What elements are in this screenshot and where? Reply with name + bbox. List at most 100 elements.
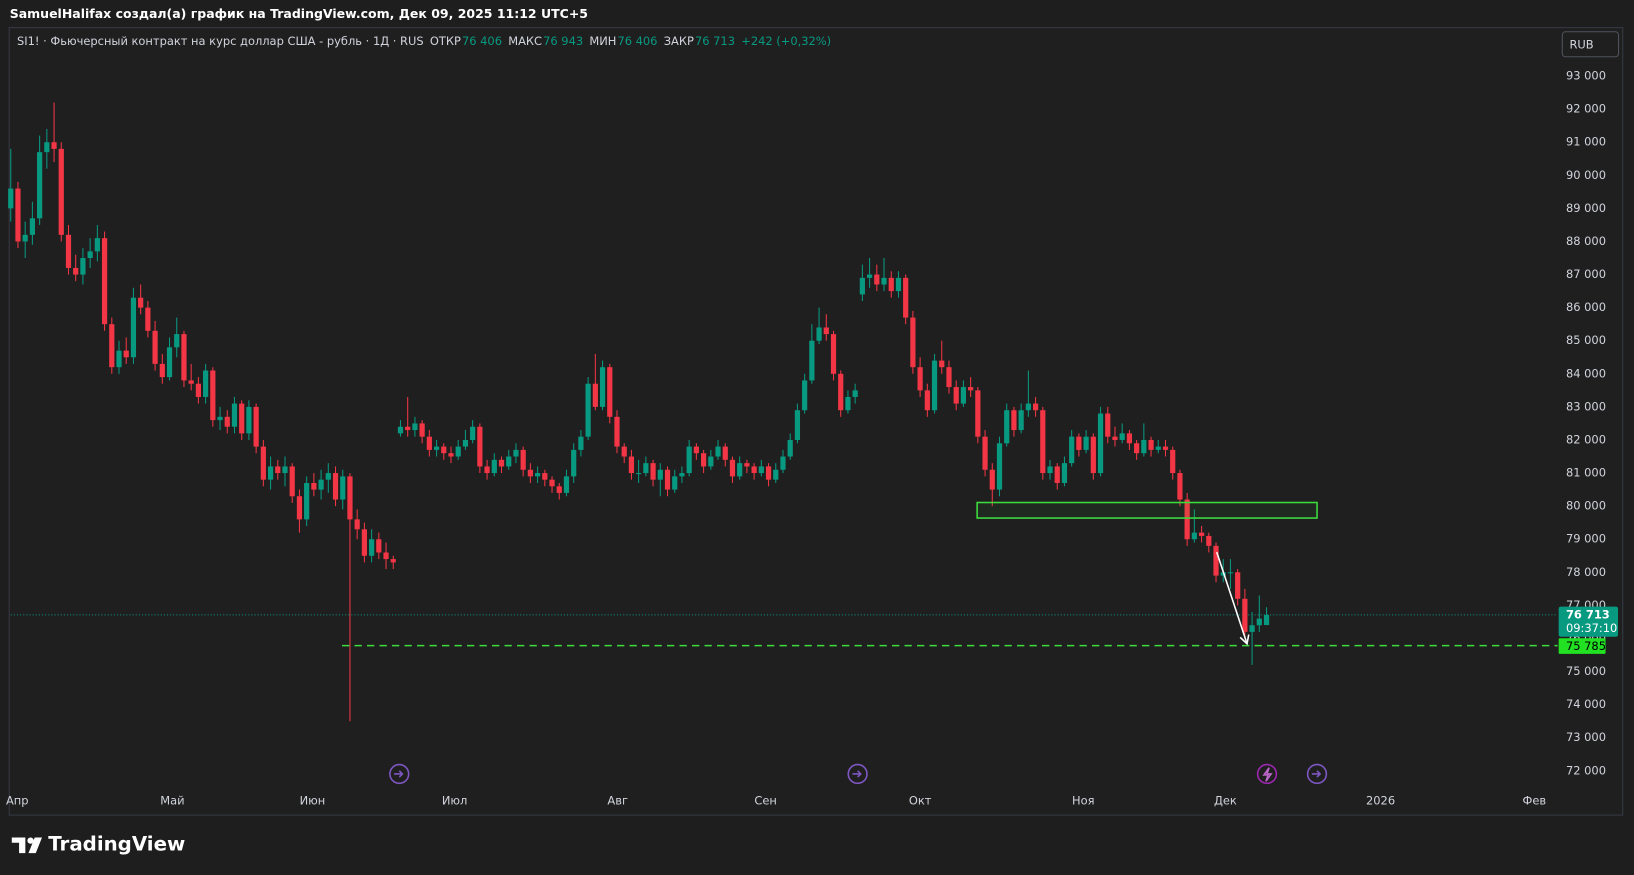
y-tick-label: 78 000 (1566, 565, 1606, 579)
y-tick-label: 87 000 (1566, 267, 1606, 281)
candle-body (816, 327, 822, 341)
candle-body (1227, 572, 1234, 574)
candle-body (989, 469, 995, 490)
legend-text: SI1! · Фьючерсный контракт на курс долла… (17, 34, 424, 48)
candle-body (881, 277, 887, 285)
candle-body (275, 466, 281, 474)
candle-body (470, 426, 476, 440)
candle-body (1206, 535, 1212, 546)
candle-body (44, 142, 50, 153)
candle-body (809, 340, 815, 381)
legend-text: 76 943 (543, 34, 583, 48)
arrow (1215, 551, 1248, 645)
candle-body (484, 466, 490, 474)
candle-body (1054, 466, 1060, 483)
candle-body (506, 456, 512, 467)
candle-body (1184, 499, 1190, 540)
event-icon[interactable] (1306, 763, 1328, 785)
candle-body (1047, 466, 1053, 474)
candle-body (340, 476, 346, 500)
event-glyph (1262, 767, 1273, 782)
countdown: 09:37:10 (1566, 621, 1617, 635)
candle-body (217, 416, 223, 421)
x-tick-label: Май (160, 794, 184, 808)
candle-body (1213, 545, 1219, 576)
last-price-tag (1558, 606, 1619, 637)
legend-text: ОТКР (430, 34, 461, 48)
candle-body (376, 539, 382, 553)
candle-body (203, 370, 209, 397)
candle-body (498, 459, 505, 467)
candle-body (354, 519, 360, 530)
y-tick-label: 93 000 (1566, 69, 1606, 83)
candle-body (621, 446, 627, 457)
event-glyph (1311, 770, 1322, 778)
candle-body (845, 396, 851, 411)
candle-body (8, 188, 14, 209)
x-tick-label: Окт (909, 794, 932, 808)
candle-body (628, 456, 635, 474)
candle-body (708, 456, 714, 467)
candle-body (1162, 446, 1169, 450)
candle-body (780, 456, 786, 470)
event-icon[interactable] (1256, 763, 1278, 785)
candle-body (614, 416, 620, 447)
candle-body (123, 350, 129, 358)
currency-box[interactable] (1561, 31, 1620, 58)
candle-body (1097, 413, 1104, 474)
candle-body (1141, 439, 1147, 454)
candle-body (1004, 410, 1010, 444)
level-label: 75 785 (1566, 639, 1606, 653)
candle-body (636, 473, 642, 475)
candle-body (419, 423, 425, 437)
candle-body (975, 390, 981, 437)
logo-mark (28, 837, 42, 854)
candle-body (412, 423, 418, 431)
legend-text: 76 713 (695, 34, 735, 48)
candle-body (823, 327, 829, 335)
event-icon[interactable] (847, 763, 868, 785)
candle-body (1242, 598, 1248, 632)
candle-body (657, 469, 663, 480)
candle-body (58, 148, 64, 235)
candle-body (1032, 403, 1039, 411)
y-tick-label: 88 000 (1566, 234, 1606, 248)
chart-pane (8, 27, 1624, 816)
currency[interactable]: RUB (1569, 37, 1593, 51)
candle-body (1170, 449, 1176, 474)
candle-body (15, 188, 21, 242)
event-glyph (394, 770, 404, 778)
candle-body (65, 234, 72, 268)
candle-body (527, 469, 533, 477)
legend-text: ЗАКР (664, 34, 694, 48)
candle-body (246, 406, 252, 434)
y-tick-label: 91 000 (1566, 135, 1606, 149)
y-tick-label: 85 000 (1566, 333, 1606, 347)
candle-body (1126, 433, 1133, 444)
y-tick-label: 73 000 (1566, 730, 1606, 744)
legend-text: МАКС (508, 34, 542, 48)
candle-body (304, 482, 310, 520)
candle-body (1040, 410, 1046, 474)
candle-body (224, 416, 230, 427)
event-icon[interactable] (389, 763, 410, 785)
candle-body (982, 436, 988, 470)
candle-body (253, 406, 259, 447)
candle-body (282, 466, 288, 474)
candle-body (1198, 532, 1205, 536)
candle-body (679, 473, 685, 477)
candle-body (80, 258, 86, 275)
candle-body (109, 324, 115, 368)
candle-body (1256, 618, 1262, 626)
y-tick-label: 92 000 (1566, 102, 1606, 116)
candle-body (94, 238, 100, 252)
candle-body (1069, 436, 1075, 464)
candle-body (765, 466, 772, 480)
candle-body (1011, 410, 1017, 431)
candle-body (996, 443, 1003, 490)
candle-body (152, 330, 158, 364)
candle-body (953, 387, 959, 404)
candle-body (917, 367, 923, 391)
candle-body (181, 334, 187, 381)
candle-body (1155, 446, 1161, 450)
